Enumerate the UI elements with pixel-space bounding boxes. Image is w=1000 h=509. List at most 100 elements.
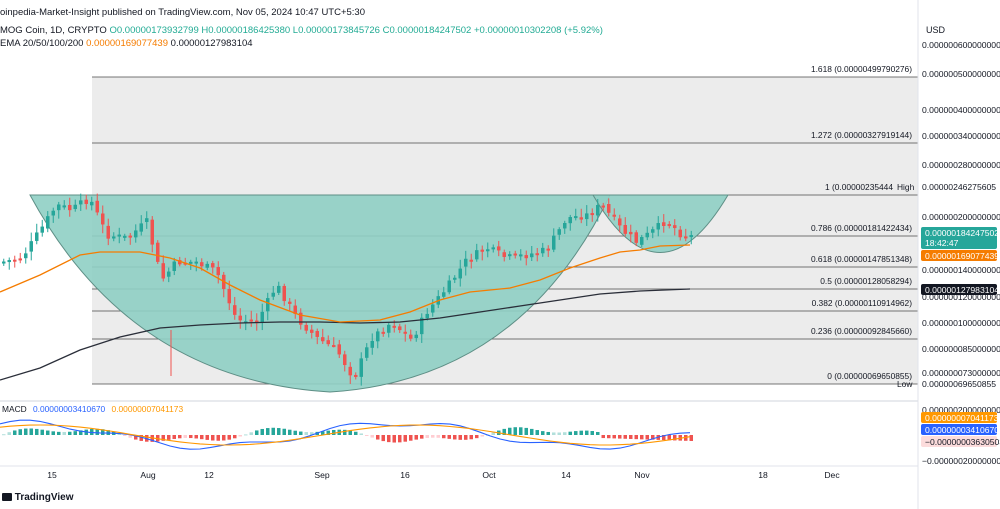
macd-bar bbox=[568, 431, 572, 435]
fib-level-label: 0.382 (0.00000110914962) bbox=[812, 298, 913, 308]
price-tick-label: 0.000000073000000 bbox=[922, 368, 1000, 378]
last-price-tag bbox=[921, 227, 997, 249]
ema20-tag-value: 0.00000169077439 bbox=[925, 251, 999, 261]
candle-body bbox=[359, 358, 363, 377]
candle-body bbox=[128, 235, 132, 238]
macd-bar bbox=[689, 435, 693, 441]
candle-body bbox=[414, 334, 418, 339]
candle-body bbox=[172, 261, 176, 271]
macd-bar bbox=[288, 429, 292, 435]
price-tick-label: 0.000000280000000 bbox=[922, 160, 1000, 170]
candle-body bbox=[233, 305, 237, 315]
candle-body bbox=[29, 241, 33, 252]
macd-bar bbox=[211, 435, 215, 441]
candle-body bbox=[557, 229, 561, 235]
candle-body bbox=[79, 200, 83, 205]
candle-body bbox=[84, 199, 88, 204]
macd-bar bbox=[271, 427, 275, 435]
macd-bar bbox=[640, 435, 644, 440]
candle-body bbox=[68, 205, 72, 211]
last-price-value: 0.00000184247502 bbox=[925, 228, 999, 238]
candle-body bbox=[607, 203, 611, 213]
candle-body bbox=[101, 213, 105, 225]
currency-selector[interactable]: USD bbox=[926, 25, 946, 35]
candle-body bbox=[447, 280, 451, 293]
candle-body bbox=[95, 200, 99, 213]
cup-pattern bbox=[29, 194, 611, 393]
macd-bar bbox=[508, 427, 512, 435]
tradingview-logo[interactable]: TradingView bbox=[2, 492, 74, 503]
candle-body bbox=[35, 232, 39, 241]
symbol-label[interactable]: MOG Coin, 1D, CRYPTO bbox=[0, 25, 107, 36]
price-tick-label: 0.000000600000000 bbox=[922, 40, 1000, 50]
candle-body bbox=[376, 331, 380, 342]
macd-bar bbox=[304, 432, 308, 435]
macd-bar bbox=[343, 429, 347, 435]
candle-body bbox=[568, 217, 572, 224]
price-tick-label: 0.000000340000000 bbox=[922, 131, 1000, 141]
price-axis[interactable]: 0.000000600000000 0.000000500000000 0.0000… bbox=[922, 40, 1000, 378]
candle-body bbox=[321, 337, 325, 342]
time-tick-label: Aug bbox=[140, 470, 156, 480]
price-tick-label: 0.000000085000000 bbox=[922, 344, 1000, 354]
price-tick-label: 0.000000120000000 bbox=[922, 292, 1000, 302]
candle-body bbox=[266, 298, 270, 312]
macd-bar bbox=[310, 432, 314, 435]
macd-hist-tag-value: −0.00000003630503 bbox=[925, 437, 1000, 447]
macd-bar bbox=[321, 431, 325, 435]
time-tick-label: 15 bbox=[47, 470, 57, 480]
candle-body bbox=[486, 249, 490, 252]
macd-bar bbox=[563, 432, 567, 435]
macd-bar bbox=[73, 431, 77, 435]
candle-body bbox=[326, 340, 330, 345]
ema-label[interactable]: EMA 20/50/100/200 bbox=[0, 38, 84, 49]
macd-bar bbox=[216, 435, 220, 441]
candle-body bbox=[431, 304, 435, 313]
macd-bar bbox=[222, 435, 226, 441]
macd-bar bbox=[651, 435, 655, 440]
ema200-value: 0.00000127983104 bbox=[170, 38, 253, 49]
price-tick-label: 0.000000100000000 bbox=[922, 318, 1000, 328]
price-tick-label: 0.000000500000000 bbox=[922, 69, 1000, 79]
macd-bar bbox=[244, 434, 248, 436]
candle-body bbox=[519, 254, 523, 257]
macd-bar bbox=[420, 435, 424, 439]
candle-body bbox=[189, 261, 193, 264]
macd-bar bbox=[524, 427, 528, 435]
macd-bar bbox=[645, 435, 649, 440]
candle-body bbox=[579, 217, 583, 220]
candle-body bbox=[315, 330, 319, 337]
macd-bar bbox=[546, 431, 550, 435]
macd-line bbox=[0, 419, 691, 450]
candle-body bbox=[277, 285, 281, 293]
macd-bar bbox=[442, 435, 446, 439]
candle-body bbox=[288, 301, 292, 304]
ohlc-values: O0.00000173932799 H0.00000186425380 L0.0… bbox=[109, 25, 603, 36]
fib-level-label: 0.236 (0.00000092845660) bbox=[811, 326, 912, 336]
candle-body bbox=[216, 266, 220, 276]
candle-body bbox=[227, 289, 231, 304]
candle-body bbox=[332, 345, 336, 348]
ema-line: EMA 20/50/100/200 0.00000169077439 0.000… bbox=[0, 38, 253, 50]
macd-hist-tag bbox=[921, 436, 997, 447]
candle-body bbox=[238, 315, 242, 321]
time-axis[interactable]: 15 Aug 12 Sep 16 Oct 14 Nov 18 Dec bbox=[47, 470, 840, 480]
macd-bar bbox=[403, 435, 407, 442]
fib-level-label: 1.618 (0.00000499790276) bbox=[811, 64, 912, 74]
macd-bar bbox=[623, 435, 627, 439]
candle-body bbox=[590, 213, 594, 216]
candle-body bbox=[420, 317, 424, 335]
macd-bar bbox=[618, 435, 622, 439]
macd-bar bbox=[519, 427, 523, 435]
candle-body bbox=[13, 259, 17, 262]
candle-body bbox=[381, 331, 385, 334]
ema20-line bbox=[0, 244, 691, 323]
macd-bar bbox=[35, 428, 39, 435]
macd-bar bbox=[167, 435, 171, 440]
fib-level-label: 1.272 (0.00000327919144) bbox=[811, 130, 912, 140]
macd-line-tag-value: 0.00000003410670 bbox=[925, 425, 999, 435]
candle-body bbox=[667, 224, 671, 227]
candle-body bbox=[392, 325, 396, 328]
macd-bar bbox=[629, 435, 633, 439]
